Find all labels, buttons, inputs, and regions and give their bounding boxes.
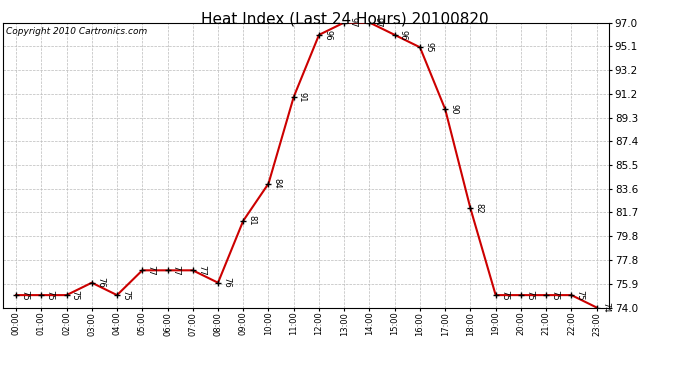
Text: 76: 76: [96, 278, 105, 288]
Text: 75: 75: [20, 290, 29, 300]
Text: 75: 75: [575, 290, 584, 300]
Text: 77: 77: [172, 265, 181, 276]
Text: 81: 81: [248, 216, 257, 226]
Text: 96: 96: [323, 30, 332, 40]
Text: Copyright 2010 Cartronics.com: Copyright 2010 Cartronics.com: [6, 27, 148, 36]
Text: 77: 77: [146, 265, 155, 276]
Text: 96: 96: [399, 30, 408, 40]
Text: 75: 75: [70, 290, 80, 300]
Text: 74: 74: [601, 302, 610, 313]
Text: 90: 90: [449, 104, 458, 114]
Text: 75: 75: [551, 290, 560, 300]
Text: 91: 91: [298, 92, 307, 102]
Text: 75: 75: [500, 290, 509, 300]
Text: 82: 82: [475, 203, 484, 214]
Text: 75: 75: [525, 290, 534, 300]
Text: 77: 77: [197, 265, 206, 276]
Text: 84: 84: [273, 178, 282, 189]
Text: 97: 97: [348, 17, 357, 28]
Text: Heat Index (Last 24 Hours) 20100820: Heat Index (Last 24 Hours) 20100820: [201, 11, 489, 26]
Text: 95: 95: [424, 42, 433, 52]
Text: 76: 76: [222, 278, 231, 288]
Text: 97: 97: [373, 17, 383, 28]
Text: 75: 75: [121, 290, 130, 300]
Text: 75: 75: [46, 290, 55, 300]
